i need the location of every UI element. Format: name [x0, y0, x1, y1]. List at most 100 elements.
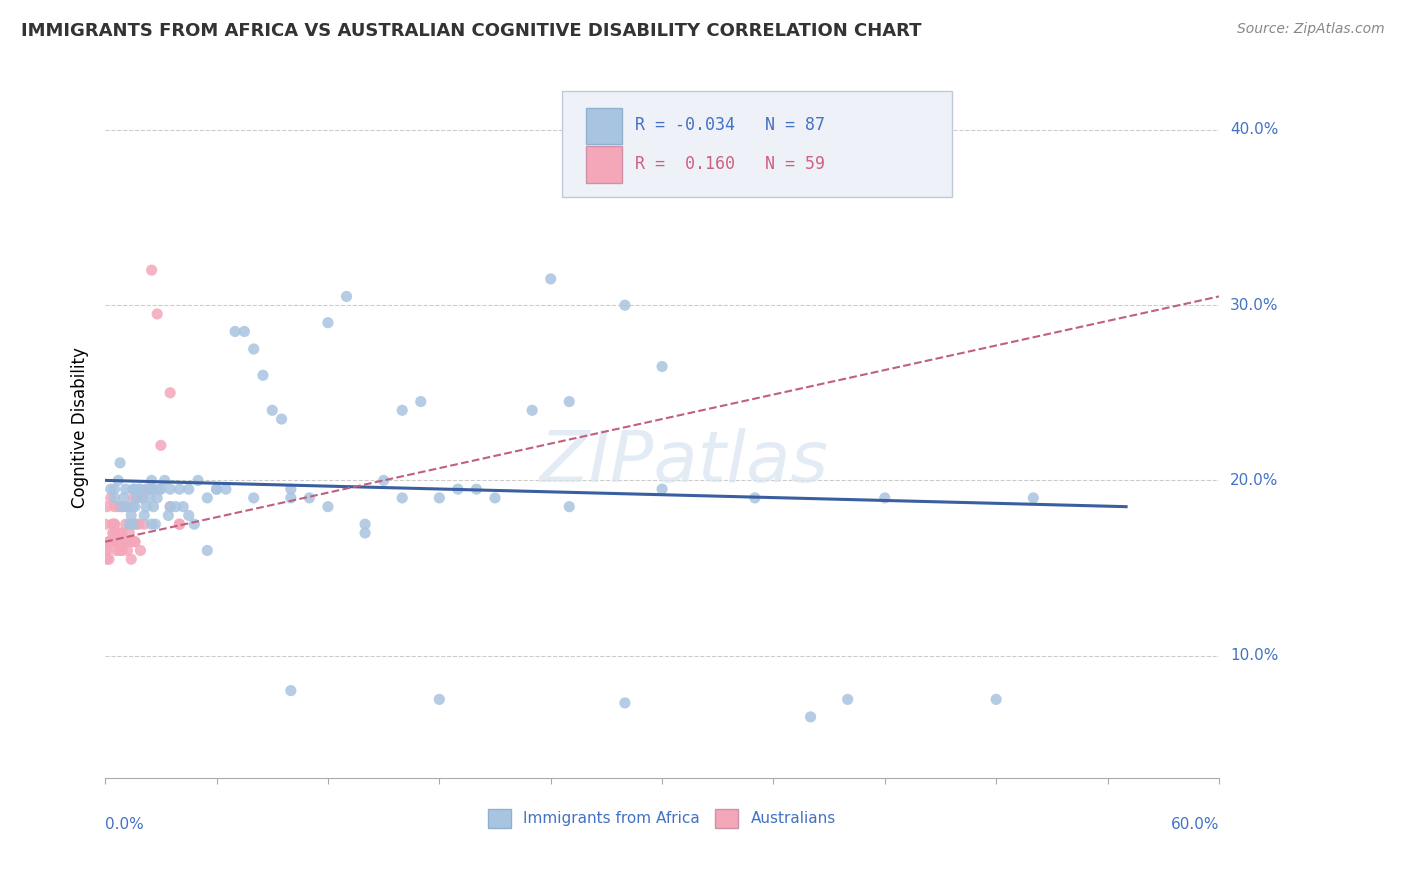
Point: [427, 491, 450, 505]
Point: [177, 508, 200, 523]
Point: [159, 500, 181, 514]
Point: [108, 456, 131, 470]
Point: [103, 500, 125, 514]
Point: [149, 438, 172, 452]
Point: [125, 517, 148, 532]
Point: [799, 710, 821, 724]
Point: [105, 534, 128, 549]
Point: [148, 482, 170, 496]
Point: [124, 500, 146, 514]
Point: [157, 508, 180, 523]
Point: [117, 543, 139, 558]
Point: [100, 491, 122, 505]
Point: [141, 263, 163, 277]
Point: [195, 543, 218, 558]
Point: [540, 272, 562, 286]
Point: [233, 325, 256, 339]
Point: [169, 517, 191, 532]
Point: [159, 500, 181, 514]
Point: [169, 482, 191, 496]
Point: [129, 543, 152, 558]
Point: [651, 359, 673, 374]
Point: [114, 517, 136, 532]
Point: [613, 696, 636, 710]
Point: [112, 491, 135, 505]
Point: [111, 500, 134, 514]
Point: [129, 482, 152, 496]
Point: [354, 517, 377, 532]
Point: [105, 543, 128, 558]
Legend: Immigrants from Africa, Australians: Immigrants from Africa, Australians: [482, 803, 842, 834]
Point: [108, 534, 131, 549]
Point: [114, 534, 136, 549]
Point: [111, 500, 134, 514]
Point: [107, 534, 129, 549]
Point: [159, 482, 181, 496]
Point: [391, 491, 413, 505]
FancyBboxPatch shape: [562, 92, 952, 196]
Point: [112, 534, 135, 549]
Point: [744, 491, 766, 505]
Point: [391, 403, 413, 417]
Point: [97, 552, 120, 566]
Point: [165, 500, 187, 514]
Point: [613, 298, 636, 312]
Point: [136, 482, 159, 496]
Point: [224, 325, 246, 339]
Point: [131, 491, 153, 505]
Point: [122, 482, 145, 496]
Point: [146, 307, 169, 321]
Point: [873, 491, 896, 505]
Point: [97, 534, 120, 549]
Point: [169, 517, 191, 532]
Point: [103, 525, 125, 540]
Text: 60.0%: 60.0%: [1170, 817, 1219, 832]
Point: [141, 517, 163, 532]
Point: [135, 482, 157, 496]
Point: [117, 500, 139, 514]
Point: [120, 552, 142, 566]
Point: [125, 491, 148, 505]
Point: [114, 500, 136, 514]
Point: [465, 482, 488, 496]
Point: [114, 482, 136, 496]
Point: [141, 474, 163, 488]
Text: IMMIGRANTS FROM AFRICA VS AUSTRALIAN COGNITIVE DISABILITY CORRELATION CHART: IMMIGRANTS FROM AFRICA VS AUSTRALIAN COG…: [21, 22, 921, 40]
Point: [108, 543, 131, 558]
Point: [215, 482, 238, 496]
Point: [141, 482, 163, 496]
Text: R = -0.034   N = 87: R = -0.034 N = 87: [636, 116, 825, 134]
Point: [103, 482, 125, 496]
Point: [252, 368, 274, 383]
Point: [986, 692, 1008, 706]
Point: [242, 342, 264, 356]
Point: [280, 491, 302, 505]
Point: [134, 517, 156, 532]
Point: [118, 525, 141, 540]
Point: [131, 491, 153, 505]
Point: [103, 517, 125, 532]
Point: [124, 482, 146, 496]
Point: [427, 692, 450, 706]
Point: [135, 500, 157, 514]
Text: 40.0%: 40.0%: [1230, 122, 1278, 137]
Point: [149, 482, 172, 496]
Text: 10.0%: 10.0%: [1230, 648, 1278, 663]
Point: [122, 517, 145, 532]
Point: [134, 508, 156, 523]
Point: [558, 500, 581, 514]
FancyBboxPatch shape: [586, 146, 621, 183]
Point: [96, 552, 118, 566]
Point: [120, 508, 142, 523]
Point: [143, 517, 166, 532]
Point: [270, 412, 292, 426]
Point: [117, 534, 139, 549]
Text: Source: ZipAtlas.com: Source: ZipAtlas.com: [1237, 22, 1385, 37]
FancyBboxPatch shape: [586, 108, 621, 144]
Point: [101, 517, 124, 532]
Point: [205, 482, 228, 496]
Point: [111, 543, 134, 558]
Point: [520, 403, 543, 417]
Point: [108, 525, 131, 540]
Point: [100, 534, 122, 549]
